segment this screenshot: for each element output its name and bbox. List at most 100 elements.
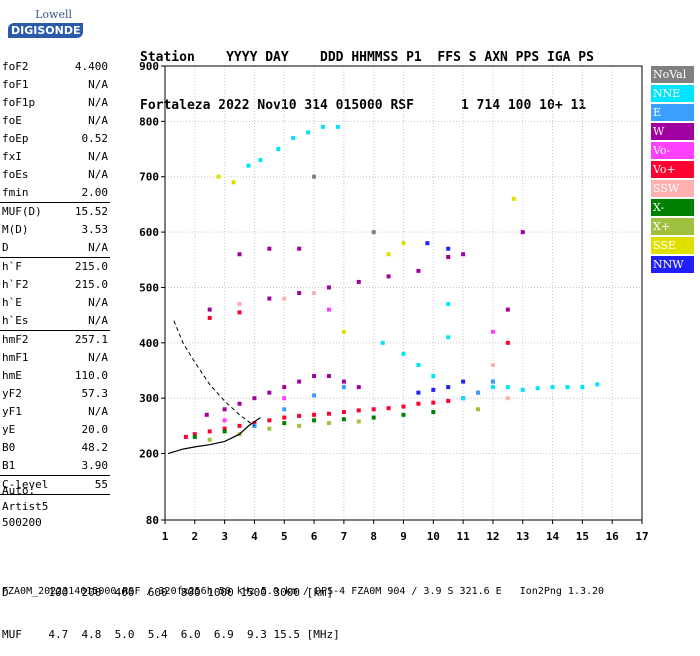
echo-point <box>282 421 287 426</box>
param-row: hmE 110.0 <box>0 367 110 385</box>
footer-table: D 100 200 400 600 800 1000 1500 3000 [km… <box>2 558 340 656</box>
x-tick-label: 8 <box>370 530 377 543</box>
param-name: h`E <box>2 296 22 309</box>
echo-point <box>505 340 510 345</box>
legend-item: X+ <box>651 218 694 235</box>
station-header: Station YYYY DAY DDD HHMMSS P1 FFS S AXN… <box>140 18 594 130</box>
echo-point <box>341 379 346 384</box>
autoscaling-info: Auto: Artist5 500200 <box>2 483 48 531</box>
digisonde-logo: Lowell DIGISONDE <box>2 8 84 44</box>
echo-point <box>222 429 227 434</box>
echo-point <box>446 255 451 260</box>
y-tick-label: 80 <box>146 514 159 527</box>
param-value: 257.1 <box>74 333 108 346</box>
echo-point <box>297 291 302 295</box>
param-value: 215.0 <box>74 278 108 291</box>
param-name: foF1 <box>2 78 29 91</box>
param-name: fxI <box>2 150 22 163</box>
echo-point <box>183 434 188 439</box>
param-row: foEs N/A <box>0 166 110 184</box>
echo-point <box>386 274 391 279</box>
echo-point <box>237 252 242 257</box>
echo-point <box>550 385 555 390</box>
legend-item: E <box>651 104 694 121</box>
chart-curves <box>167 320 261 455</box>
x-tick-label: 12 <box>486 530 499 543</box>
echo-point <box>297 413 302 418</box>
echo-point <box>312 291 317 295</box>
param-row: fxI N/A <box>0 148 110 166</box>
x-tick-label: 15 <box>576 530 589 543</box>
echo-point <box>282 407 287 412</box>
x-tick-label: 10 <box>427 530 440 543</box>
param-value: N/A <box>88 96 108 109</box>
y-tick-label: 300 <box>139 392 159 405</box>
y-tick-label: 400 <box>139 337 159 350</box>
echo-point <box>386 252 391 257</box>
echo-point <box>192 432 197 437</box>
param-value: N/A <box>88 314 108 327</box>
auto-version: 500200 <box>2 516 42 529</box>
param-value: N/A <box>88 241 108 254</box>
param-name: foEs <box>2 168 29 181</box>
echo-point <box>476 390 481 395</box>
echo-point <box>231 180 236 185</box>
y-tick-label: 800 <box>139 115 159 128</box>
auto-artist: Artist5 <box>2 500 49 513</box>
param-row: h`Es N/A <box>0 312 110 330</box>
echo-point <box>371 230 376 235</box>
echo-point <box>246 163 251 168</box>
param-row: MUF(D) 15.52 <box>0 203 110 221</box>
echo-point <box>446 246 451 251</box>
param-value: 48.2 <box>81 441 109 454</box>
echo-point <box>312 374 317 379</box>
echo-point <box>565 385 570 390</box>
echo-point <box>252 421 257 426</box>
param-row: h`E N/A <box>0 294 110 312</box>
legend-item: X- <box>651 199 694 216</box>
echo-point <box>282 396 287 401</box>
param-value: N/A <box>88 78 108 91</box>
legend-item: SSE <box>651 237 694 254</box>
echo-point <box>446 335 451 340</box>
echo-point <box>416 390 421 395</box>
legend-item: NNE <box>651 85 694 102</box>
param-row: C-level 55 <box>0 476 110 494</box>
echo-point <box>306 130 311 135</box>
echo-point <box>401 241 406 246</box>
echo-point <box>425 241 430 246</box>
echo-point <box>490 385 495 390</box>
echo-point <box>490 329 495 334</box>
echo-point <box>326 307 331 312</box>
echo-point <box>380 340 385 345</box>
echo-point <box>252 396 257 401</box>
echo-point <box>237 423 242 428</box>
echo-point <box>371 415 376 420</box>
echo-point <box>237 302 242 307</box>
x-tick-label: 13 <box>516 530 529 543</box>
param-row: h`F 215.0 <box>0 258 110 276</box>
param-row: B1 3.90 <box>0 457 110 475</box>
param-value: 15.52 <box>74 205 108 218</box>
x-tick-label: 4 <box>251 530 258 543</box>
param-row: fmin 2.00 <box>0 184 110 202</box>
echo-point <box>222 418 227 423</box>
echo-point <box>222 407 227 412</box>
param-value: N/A <box>88 296 108 309</box>
echo-point <box>535 386 540 391</box>
echo-point <box>431 410 436 415</box>
param-name: hmF2 <box>2 333 29 346</box>
echo-point <box>356 279 361 284</box>
echo-point <box>297 379 302 384</box>
param-separator <box>0 257 110 258</box>
param-value: 3.53 <box>81 223 109 236</box>
parameters-panel: foF2 4.400 foF1 N/A foF1p N/A foE N/A foEp 0.52 fx… <box>0 58 110 495</box>
param-name: MUF(D) <box>2 205 42 218</box>
param-separator <box>0 494 110 495</box>
y-tick-label: 200 <box>139 448 159 461</box>
param-row: hmF2 257.1 <box>0 331 110 349</box>
echo-point <box>312 418 317 423</box>
y-tick-labels: 80 200 300 400 500 600 700 800 900 <box>139 60 159 527</box>
chart-grid <box>161 65 643 524</box>
param-name: yE <box>2 423 16 436</box>
